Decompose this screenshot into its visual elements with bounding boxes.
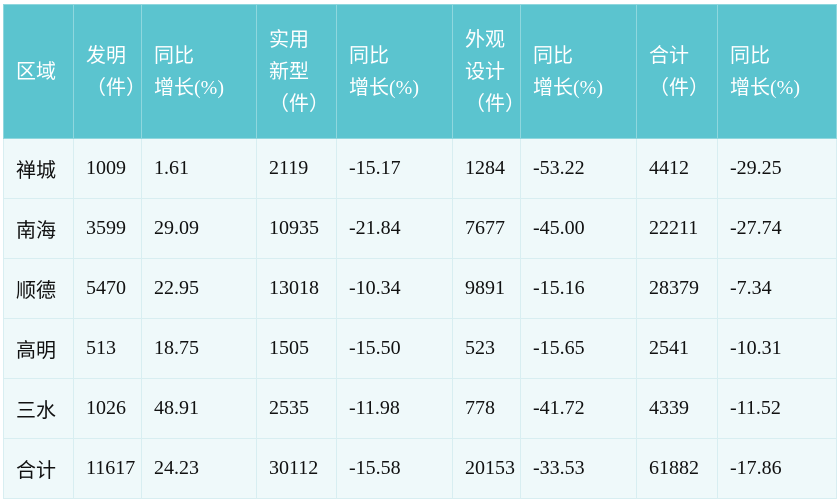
- value-cell: 5470: [73, 258, 142, 319]
- table-row: 高明 513 18.75 1505 -15.50 523 -15.65 2541 -10.31: [3, 318, 837, 379]
- header-line: 新型: [269, 60, 309, 83]
- value-cell: -15.16: [520, 258, 637, 319]
- value-cell: 2535: [256, 378, 337, 439]
- header-line: 同比: [349, 44, 389, 67]
- header-cell: 发明 （件）: [73, 4, 146, 139]
- value-cell: 778: [452, 378, 521, 439]
- header-line: 设计: [465, 60, 505, 83]
- value-cell: 1009: [73, 138, 142, 199]
- value-cell: 24.23: [141, 438, 257, 499]
- header-line: 发明: [86, 44, 126, 67]
- value-cell: -53.22: [520, 138, 637, 199]
- value-cell: -41.72: [520, 378, 637, 439]
- table-body: 禅城 1009 1.61 2119 -15.17 1284 -53.22 4412 -29.25…: [3, 138, 837, 499]
- value-cell: 22.95: [141, 258, 257, 319]
- header-line: （件）: [649, 76, 709, 99]
- value-cell: -27.74: [717, 198, 837, 259]
- region-cell: 禅城: [3, 138, 74, 199]
- data-table: 区域 发明 （件） 同比 增长(%) 实用 新型 （件） 同比 增长(%) 外观 设计 （件） 同比 增长(…: [3, 4, 837, 499]
- value-cell: 61882: [636, 438, 718, 499]
- value-cell: 2119: [256, 138, 337, 199]
- value-cell: 28379: [636, 258, 718, 319]
- header-cell: 同比增长(%): [520, 4, 637, 139]
- value-cell: -11.98: [336, 378, 453, 439]
- value-cell: 1.61: [141, 138, 257, 199]
- table-header: 区域 发明 （件） 同比 增长(%) 实用 新型 （件） 同比 增长(%) 外观 设计 （件） 同比 增长(…: [3, 4, 837, 139]
- value-cell: -33.53: [520, 438, 637, 499]
- header-cell: 同比增长(%): [141, 4, 257, 139]
- value-cell: 4339: [636, 378, 718, 439]
- header-line: （件）: [269, 92, 329, 115]
- header-line: 增长(%): [730, 76, 800, 99]
- header-line: 同比: [154, 44, 194, 67]
- value-cell: -15.17: [336, 138, 453, 199]
- table-row: 禅城 1009 1.61 2119 -15.17 1284 -53.22 4412 -29.25: [3, 138, 837, 199]
- header-cell: 区域: [3, 4, 74, 139]
- header-cell: 同比增长(%): [717, 4, 837, 139]
- header-line: （件）: [86, 76, 146, 99]
- value-cell: 29.09: [141, 198, 257, 259]
- value-cell: 1284: [452, 138, 521, 199]
- value-cell: -15.65: [520, 318, 637, 379]
- value-cell: 1505: [256, 318, 337, 379]
- region-cell: 顺德: [3, 258, 74, 319]
- header-line: （件）: [465, 92, 525, 115]
- header-line: 区域: [16, 60, 56, 83]
- value-cell: 9891: [452, 258, 521, 319]
- header-row: 区域 发明 （件） 同比 增长(%) 实用 新型 （件） 同比 增长(%) 外观 设计 （件） 同比 增长(…: [3, 4, 837, 139]
- header-cell: 同比增长(%): [336, 4, 453, 139]
- region-cell: 三水: [3, 378, 74, 439]
- table-row: 三水 1026 48.91 2535 -11.98 778 -41.72 4339 -11.52: [3, 378, 837, 439]
- value-cell: -45.00: [520, 198, 637, 259]
- value-cell: 18.75: [141, 318, 257, 379]
- header-line: 同比: [730, 44, 770, 67]
- value-cell: 20153: [452, 438, 521, 499]
- header-line: 增长(%): [533, 76, 603, 99]
- value-cell: -10.31: [717, 318, 837, 379]
- table-row: 顺德 5470 22.95 13018 -10.34 9891 -15.16 28379 -7.…: [3, 258, 837, 319]
- value-cell: -15.58: [336, 438, 453, 499]
- value-cell: 523: [452, 318, 521, 379]
- value-cell: -7.34: [717, 258, 837, 319]
- header-cell: 合计 （件）: [636, 4, 718, 139]
- header-line: 同比: [533, 44, 573, 67]
- value-cell: 30112: [256, 438, 337, 499]
- value-cell: 7677: [452, 198, 521, 259]
- header-line: 增长(%): [349, 76, 419, 99]
- value-cell: 11617: [73, 438, 142, 499]
- value-cell: 513: [73, 318, 142, 379]
- header-cell: 外观设计 （件）: [452, 4, 525, 139]
- header-line: 合计: [649, 44, 689, 67]
- value-cell: 10935: [256, 198, 337, 259]
- value-cell: 22211: [636, 198, 718, 259]
- region-cell: 南海: [3, 198, 74, 259]
- value-cell: -11.52: [717, 378, 837, 439]
- value-cell: 3599: [73, 198, 142, 259]
- header-line: 外观: [465, 28, 505, 51]
- header-line: 实用: [269, 28, 309, 51]
- region-cell: 合计: [3, 438, 74, 499]
- region-cell: 高明: [3, 318, 74, 379]
- value-cell: 1026: [73, 378, 142, 439]
- value-cell: -17.86: [717, 438, 837, 499]
- header-cell: 实用新型 （件）: [256, 4, 337, 139]
- value-cell: 2541: [636, 318, 718, 379]
- table-row: 南海 3599 29.09 10935 -21.84 7677 -45.00 22211 -27…: [3, 198, 837, 259]
- value-cell: -21.84: [336, 198, 453, 259]
- value-cell: 48.91: [141, 378, 257, 439]
- value-cell: 4412: [636, 138, 718, 199]
- value-cell: -10.34: [336, 258, 453, 319]
- value-cell: 13018: [256, 258, 337, 319]
- value-cell: -29.25: [717, 138, 837, 199]
- header-line: 增长(%): [154, 76, 224, 99]
- table-row: 合计 11617 24.23 30112 -15.58 20153 -33.53 61882-…: [3, 438, 837, 499]
- value-cell: -15.50: [336, 318, 453, 379]
